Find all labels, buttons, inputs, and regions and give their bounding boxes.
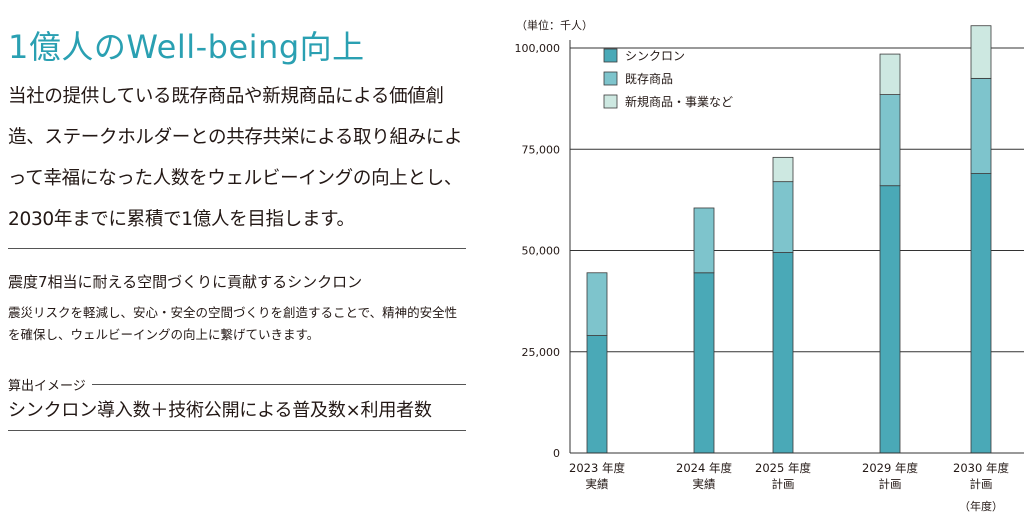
formula-divider: [8, 430, 466, 431]
bar-segment: [693, 272, 715, 454]
calc-divider: [8, 384, 466, 385]
bar-segment: [970, 77, 992, 174]
bar-segment: [879, 94, 901, 187]
x-tick-label: 2025 年度: [755, 461, 811, 475]
y-tick-label: 0: [553, 447, 560, 460]
x-tick-sublabel: 実績: [693, 477, 716, 491]
y-tick-label: 75,000: [522, 143, 561, 156]
bar-segment: [586, 335, 608, 454]
x-tick-sublabel: 実績: [586, 477, 609, 491]
bar-segment: [970, 173, 992, 454]
legend-label: 既存商品: [625, 71, 673, 86]
legend-swatch: [603, 48, 618, 63]
bar-segment: [879, 185, 901, 454]
x-tick-label: 2030 年度: [953, 461, 1009, 475]
sub-heading: 震度7相当に耐える空間づくりに貢献するシンクロン: [8, 273, 363, 291]
divider: [8, 248, 466, 249]
bar-segment: [970, 25, 992, 79]
bar-segment: [879, 53, 901, 95]
y-tick-label: 100,000: [515, 42, 561, 55]
y-tick-label: 25,000: [522, 346, 561, 359]
x-tick-label: 2023 年度: [569, 461, 625, 475]
y-tick-label: 50,000: [522, 245, 561, 258]
intro-text: 当社の提供している既存商品や新規商品による価値創造、ステークホルダーとの共存共栄…: [8, 86, 463, 230]
x-tick-sublabel: 計画: [879, 477, 902, 491]
bar-segment: [772, 181, 794, 253]
x-tick-label: 2029 年度: [862, 461, 918, 475]
x-tick-sublabel: 計画: [970, 477, 993, 491]
bar-segment: [586, 272, 608, 336]
legend-label: 新規商品・事業など: [625, 94, 733, 109]
sub-body-text: 震災リスクを軽減し、安心・安全の空間づくりを創造することで、精神的安全性を確保し…: [8, 305, 458, 342]
x-axis-unit-label: （年度）: [959, 499, 1003, 513]
legend-swatch: [603, 94, 618, 109]
calc-formula: シンクロン導入数＋技術公開による普及数×利用者数: [8, 400, 432, 421]
x-tick-sublabel: 計画: [772, 477, 795, 491]
x-tick-label: 2024 年度: [676, 461, 732, 475]
chart-unit-label: （単位：千人）: [516, 18, 593, 32]
bar-segment: [772, 252, 794, 454]
legend-swatch: [603, 71, 618, 86]
bar-segment: [693, 207, 715, 274]
bar-segment: [772, 156, 794, 183]
headline: 1億人のWell-being向上: [8, 28, 365, 66]
calc-label: 算出イメージ: [8, 375, 92, 394]
legend-label: シンクロン: [625, 49, 685, 63]
